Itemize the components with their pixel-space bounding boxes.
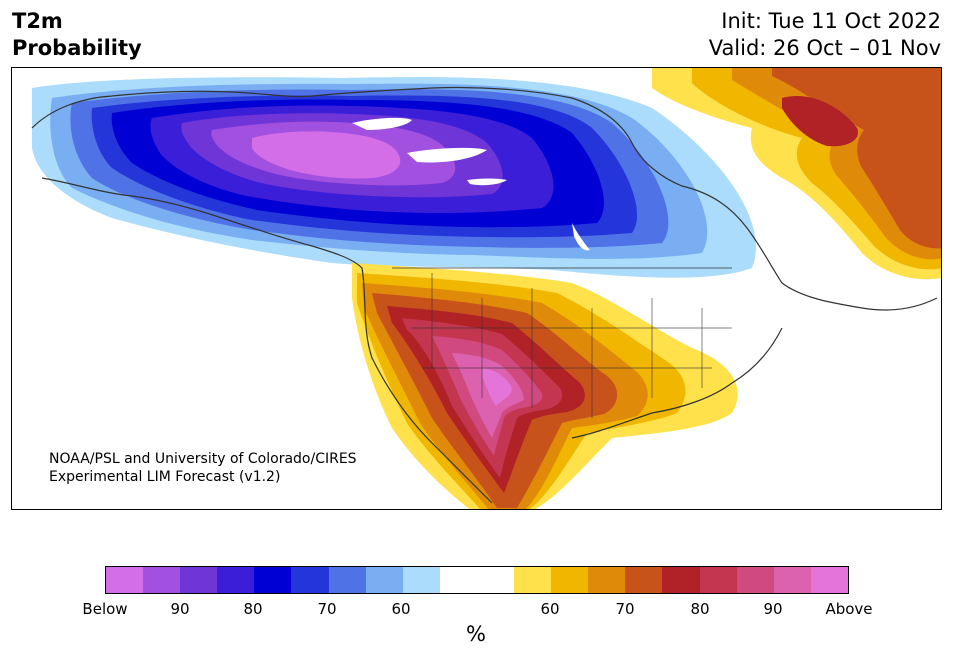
forecast-dates: Init: Tue 11 Oct 2022 Valid: 26 Oct – 01… (709, 8, 941, 62)
colorbar-tick-label: Below (82, 600, 128, 618)
colorbar-segment (180, 567, 218, 593)
colorbar-unit-label: % (466, 622, 486, 646)
colorbar-segment (328, 567, 366, 593)
colorbar-segment (514, 567, 552, 593)
colorbar-segment (662, 567, 700, 593)
map-credit: NOAA/PSL and University of Colorado/CIRE… (49, 450, 357, 486)
colorbar-segment (291, 567, 329, 593)
map-title: T2m Probability (12, 8, 142, 62)
colorbar-segment (143, 567, 181, 593)
map-canvas (31, 68, 941, 509)
colorbar-tick-label: 60 (391, 600, 411, 618)
below-normal-region (32, 77, 756, 278)
above-normal-southwest (352, 263, 738, 509)
colorbar-segment (810, 567, 848, 593)
probability-map (11, 67, 942, 510)
init-date: Init: Tue 11 Oct 2022 (721, 9, 941, 33)
colorbar-segment (476, 567, 515, 593)
colorbar-segment (588, 567, 626, 593)
colorbar-segment (402, 567, 440, 593)
colorbar-segment (551, 567, 589, 593)
colorbar-tick-label: 70 (317, 600, 337, 618)
colorbar-segment (773, 567, 811, 593)
credit-line-1: NOAA/PSL and University of Colorado/CIRE… (49, 451, 357, 467)
colorbar-segment (625, 567, 663, 593)
colorbar-tick-label: 70 (615, 600, 635, 618)
colorbar-tick-label: 80 (690, 600, 710, 618)
colorbar-segment (254, 567, 292, 593)
colorbar (105, 566, 849, 594)
coastlines (31, 86, 938, 504)
lakes (352, 117, 590, 251)
colorbar-segment (736, 567, 774, 593)
title-line-1: T2m (12, 9, 63, 33)
colorbar-tick-label: 90 (170, 600, 190, 618)
colorbar-segment (106, 567, 144, 593)
colorbar-tick-label: 80 (243, 600, 263, 618)
colorbar-tick-label: 90 (763, 600, 783, 618)
title-line-2: Probability (12, 36, 142, 60)
colorbar-segment (699, 567, 737, 593)
colorbar-tick-label: 60 (540, 600, 560, 618)
colorbar-tick-label: Above (825, 600, 873, 618)
valid-date: Valid: 26 Oct – 01 Nov (708, 36, 941, 60)
colorbar-segment (439, 567, 477, 593)
credit-line-2: Experimental LIM Forecast (v1.2) (49, 469, 281, 485)
colorbar-segment (217, 567, 255, 593)
colorbar-segment (365, 567, 403, 593)
above-normal-northeast (652, 68, 941, 280)
